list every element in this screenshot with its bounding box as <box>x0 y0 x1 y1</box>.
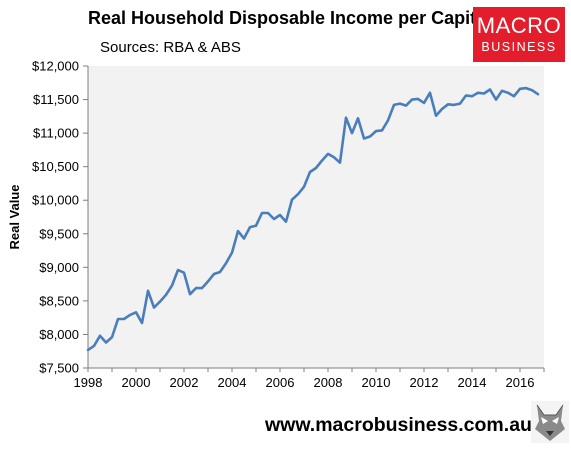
x-tick-label: 1998 <box>74 375 103 390</box>
x-tick-label: 2006 <box>266 375 295 390</box>
plot-area <box>88 66 544 368</box>
x-tick-label: 2000 <box>122 375 151 390</box>
y-tick-label: $12,000 <box>32 59 79 74</box>
x-tick-label: 2008 <box>314 375 343 390</box>
y-tick-label: $9,000 <box>39 260 79 275</box>
chart-title: Real Household Disposable Income per Cap… <box>88 8 487 28</box>
y-axis-label: Real Value <box>7 184 22 249</box>
y-tick-label: $10,000 <box>32 193 79 208</box>
x-tick-label: 2004 <box>218 375 247 390</box>
series-line-income <box>86 86 540 352</box>
website-url-link[interactable]: www.macrobusiness.com.au <box>265 414 532 436</box>
y-tick-label: $8,000 <box>39 327 79 342</box>
logo-line-business: BUSINESS <box>481 40 557 54</box>
y-tick-label: $11,500 <box>33 92 79 107</box>
macrobusiness-logo[interactable]: MACRO BUSINESS <box>473 7 565 62</box>
y-tick-label: $7,500 <box>39 361 79 376</box>
sources-note: Sources: RBA & ABS <box>100 39 241 56</box>
x-tick-label: 2002 <box>170 375 199 390</box>
x-tick-label: 2010 <box>362 375 391 390</box>
x-axis: 1998 2000 2002 2004 2006 2008 2010 2012 2014 2016 <box>74 367 545 390</box>
y-axis: $7,500 $8,000 $8,500 $9,000 $9,500 $10,000 $10… <box>32 59 89 376</box>
y-tick-label: $11,000 <box>33 126 79 141</box>
y-tick-label: $10,500 <box>32 159 79 174</box>
wolf-icon <box>531 401 569 443</box>
x-tick-label: 2016 <box>506 375 535 390</box>
x-tick-label: 2014 <box>458 375 487 390</box>
y-tick-label: $8,500 <box>39 293 79 308</box>
logo-line-macro: MACRO <box>476 13 562 38</box>
x-tick-label: 2012 <box>410 375 439 390</box>
line-chart: $7,500 $8,000 $8,500 $9,000 $9,500 $10,000 $10… <box>7 59 545 390</box>
y-tick-label: $9,500 <box>39 226 79 241</box>
